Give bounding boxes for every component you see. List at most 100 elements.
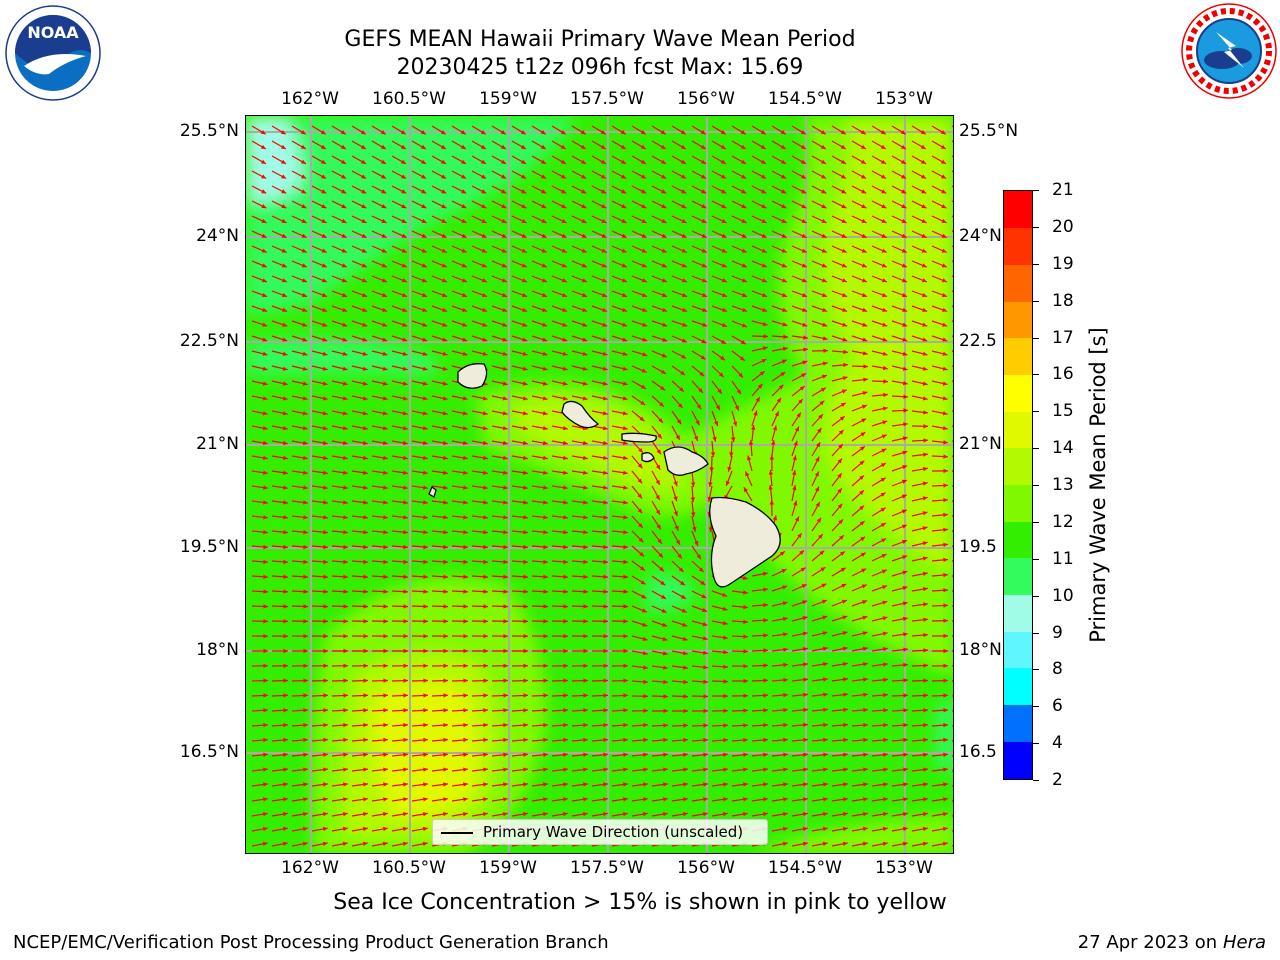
wave-direction-arrow (631, 350, 648, 357)
wave-direction-arrow (411, 500, 428, 505)
wave-direction-arrow (751, 125, 767, 135)
island-niihau (428, 485, 437, 498)
wave-direction-arrow (351, 185, 367, 194)
wave-direction-arrow (571, 693, 589, 698)
lon-label-top: 153°W (875, 89, 933, 109)
wave-direction-arrow (331, 140, 347, 150)
wave-direction-arrow (891, 365, 908, 371)
noaa-logo: NOAA (5, 5, 101, 101)
wave-direction-arrow (351, 678, 369, 683)
wave-direction-arrow (771, 397, 782, 412)
wave-direction-arrow (851, 520, 865, 532)
wave-direction-arrow (511, 380, 528, 386)
wave-direction-arrow (871, 434, 888, 442)
wave-direction-arrow (771, 125, 787, 135)
wave-direction-arrow (331, 619, 349, 624)
wave-direction-arrow (791, 485, 797, 502)
wave-direction-arrow (311, 320, 328, 327)
wave-direction-arrow (311, 140, 327, 150)
wave-direction-arrow (351, 230, 367, 239)
wave-direction-arrow (251, 185, 267, 194)
wave-direction-arrow (571, 530, 588, 535)
wave-direction-arrow (611, 380, 628, 386)
wave-direction-arrow (611, 678, 629, 683)
lat-label-left: 24°N (196, 226, 239, 246)
wave-direction-arrow (731, 693, 749, 698)
wave-direction-arrow (571, 125, 587, 135)
wave-direction-arrow (471, 125, 487, 135)
wave-direction-arrow (351, 812, 368, 817)
wave-direction-arrow (891, 826, 908, 832)
wave-direction-arrow (571, 559, 589, 565)
wave-direction-arrow (851, 418, 867, 427)
wave-direction-arrow (851, 377, 868, 382)
wave-direction-arrow (771, 692, 789, 698)
wave-direction-arrow (671, 752, 688, 757)
wave-direction-arrow (871, 448, 887, 457)
wave-direction-arrow (251, 305, 268, 312)
wave-direction-arrow (791, 360, 808, 367)
colorbar-tick-label: 11 (1052, 548, 1074, 569)
wave-direction-arrow (311, 782, 328, 787)
wave-direction-arrow (431, 170, 447, 180)
wave-direction-arrow (671, 365, 686, 376)
wave-direction-arrow (512, 648, 528, 654)
wave-direction-arrow (411, 693, 429, 698)
wave-direction-arrow (611, 530, 628, 535)
wave-direction-arrow (372, 648, 388, 654)
wave-direction-arrow (251, 290, 268, 298)
wave-direction-arrow (671, 605, 687, 613)
wave-direction-arrow (371, 440, 388, 446)
wave-direction-arrow (791, 347, 808, 352)
wave-direction-arrow (371, 663, 389, 668)
wave-direction-arrow (611, 140, 627, 150)
wave-direction-arrow (331, 425, 348, 431)
wave-direction-arrow (931, 290, 948, 298)
wave-direction-arrow (911, 380, 928, 386)
wave-direction-arrow (331, 812, 348, 817)
wave-direction-arrow (431, 455, 448, 460)
wave-direction-arrow (671, 665, 688, 670)
wave-direction-arrow (931, 185, 947, 194)
wave-direction-arrow (811, 662, 828, 667)
wave-direction-arrow (691, 782, 708, 787)
wave-direction-arrow (611, 230, 627, 239)
wave-direction-arrow (491, 155, 507, 165)
wave-direction-arrow (531, 305, 548, 312)
wave-direction-arrow (891, 422, 908, 427)
wave-direction-arrow (591, 485, 608, 490)
colorbar-tick-mark (1033, 780, 1039, 781)
wave-direction-arrow (911, 737, 928, 743)
wave-direction-arrow (391, 380, 408, 386)
wave-direction-arrow (451, 260, 468, 268)
wave-direction-arrow (491, 767, 508, 772)
wave-direction-arrow (711, 245, 727, 253)
wave-direction-arrow (851, 335, 868, 342)
wave-direction-arrow (931, 826, 948, 832)
wave-direction-arrow (871, 125, 887, 135)
wave-direction-arrow (871, 812, 888, 817)
wave-direction-arrow (591, 170, 607, 180)
colorbar-segment (1004, 484, 1032, 522)
wave-direction-arrow (691, 752, 708, 757)
wave-direction-arrow (511, 365, 528, 371)
wave-direction-arrow (611, 574, 629, 579)
wave-direction-arrow (871, 290, 888, 298)
wave-direction-arrow (291, 678, 309, 683)
wave-direction-arrow (811, 707, 828, 712)
wave-direction-arrow (431, 589, 449, 594)
wave-direction-arrow (931, 557, 948, 563)
wave-direction-arrow (251, 826, 268, 832)
wave-direction-arrow (292, 648, 308, 654)
wave-direction-arrow (451, 634, 469, 639)
colorbar-tick-label: 15 (1052, 401, 1074, 422)
wave-direction-arrow (571, 485, 588, 490)
wave-direction-arrow (731, 604, 748, 610)
wave-direction-arrow (271, 589, 289, 594)
wave-direction-arrow (531, 320, 548, 327)
wave-direction-arrow (531, 574, 549, 579)
wave-direction-arrow (851, 245, 867, 253)
wave-direction-arrow (271, 500, 288, 505)
lat-label-right: 24°N (959, 226, 1002, 246)
wave-direction-arrow (811, 427, 822, 442)
